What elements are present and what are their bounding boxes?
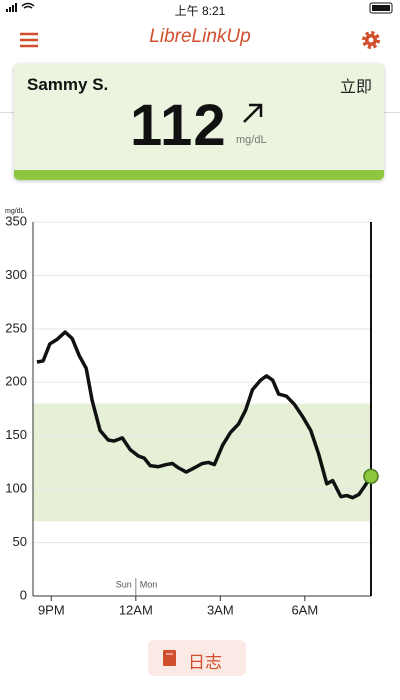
settings-button[interactable] [362,31,380,49]
glucose-unit: mg/dL [236,134,267,146]
reading-card[interactable]: Sammy S. 立即 112 mg/dL [14,64,384,180]
reading-time: 立即 [339,79,372,96]
y-tick-label: 250 [5,320,27,335]
x-tick-label: 6AM [291,602,318,617]
y-axis-label: mg/dL [5,208,25,215]
status-bar-green [14,170,384,180]
patient-name: Sammy S. [27,75,109,94]
book-icon [163,650,176,666]
glucose-value: 112 [130,93,227,158]
status-time: 上午 8:21 [174,4,226,18]
glucose-chart: mg/dL 0 50 100 150 200 250 300 350 9PM 12AM 3AM 6AM S… [5,208,379,617]
y-tick-label: 200 [5,374,27,389]
menu-button[interactable] [20,32,38,48]
app-title: LibreLinkUp [149,26,251,47]
x-tick-label: 3AM [207,602,234,617]
trend-arrow [243,103,263,123]
y-tick-label: 50 [13,534,27,549]
glucose-line [36,330,373,500]
logbook-label: 日志 [188,653,222,672]
wifi-icon [21,2,35,9]
logbook-button[interactable]: 日志 [148,640,246,676]
y-tick-label: 0 [20,587,27,602]
signal-icon [6,3,17,12]
current-marker [363,468,379,485]
battery-level [372,5,390,11]
y-tick-label: 300 [5,267,27,282]
x-tick-label: 9PM [38,602,65,617]
y-tick-label: 100 [5,481,27,496]
battery-icon [369,2,393,14]
day-label: Mon [140,579,158,589]
x-tick-label: 12AM [119,602,153,617]
y-tick-label: 150 [5,427,27,442]
day-label: Sun [116,579,132,589]
top-icons [6,2,393,49]
y-tick-label: 350 [5,213,27,228]
